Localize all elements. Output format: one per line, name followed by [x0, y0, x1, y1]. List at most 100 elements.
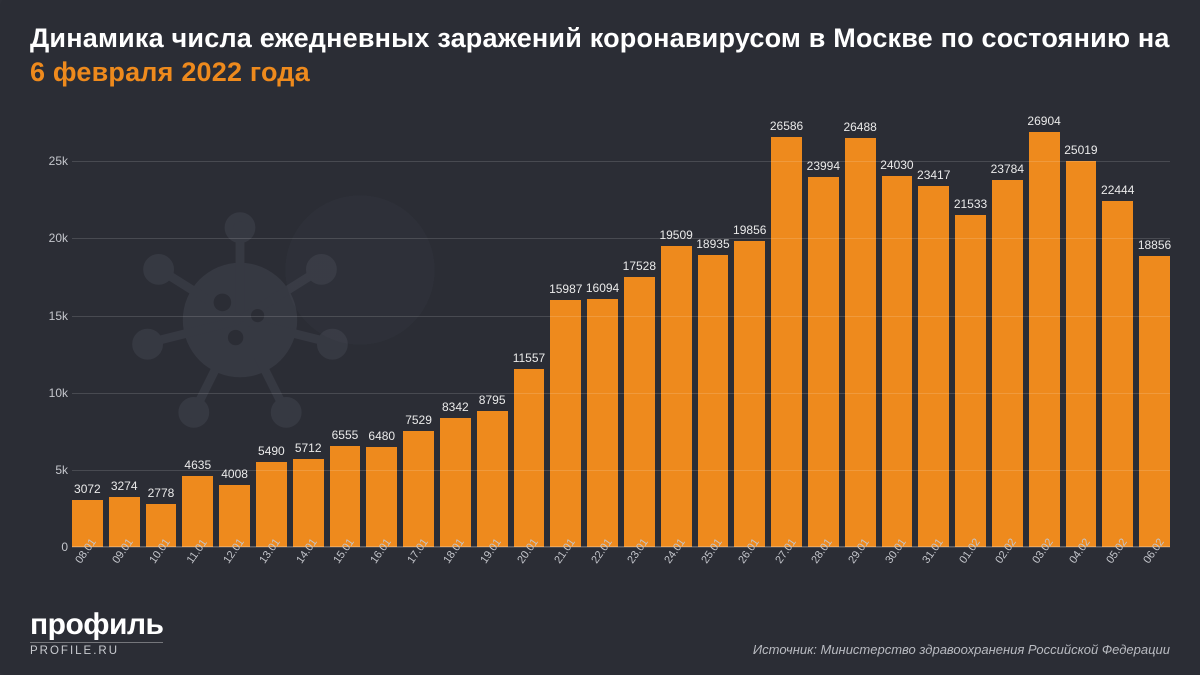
bar-value-label: 3072 [74, 482, 101, 496]
bar-value-label: 17528 [623, 259, 656, 273]
x-tick: 14.01 [293, 547, 324, 575]
bar-slot: 18935 [698, 115, 729, 547]
x-tick: 08.01 [72, 547, 103, 575]
bar-slot: 26586 [771, 115, 802, 547]
x-tick: 31.01 [918, 547, 949, 575]
bar-slot: 15987 [550, 115, 581, 547]
x-tick: 15.01 [330, 547, 361, 575]
grid-line [72, 161, 1170, 162]
bar-slot: 23994 [808, 115, 839, 547]
bar-value-label: 23784 [991, 162, 1024, 176]
x-tick: 09.01 [109, 547, 140, 575]
source-label: Источник: [753, 642, 821, 657]
bar: 8342 [440, 418, 471, 547]
bar-slot: 7529 [403, 115, 434, 547]
bar-slot: 6555 [330, 115, 361, 547]
bar: 26904 [1029, 132, 1060, 547]
bar: 17528 [624, 277, 655, 547]
x-tick: 11.01 [182, 547, 213, 575]
y-tick-label: 5k [30, 463, 68, 477]
bar-slot: 17528 [624, 115, 655, 547]
x-tick: 23.01 [624, 547, 655, 575]
y-tick-label: 15k [30, 309, 68, 323]
bar: 16094 [587, 299, 618, 547]
bar-slot: 3274 [109, 115, 140, 547]
bar-value-label: 21533 [954, 197, 987, 211]
bar-chart: 3072327427784635400854905712655564807529… [30, 115, 1170, 575]
y-tick-label: 25k [30, 154, 68, 168]
bar-value-label: 15987 [549, 282, 582, 296]
bar: 21533 [955, 215, 986, 547]
grid-line [72, 470, 1170, 471]
bar: 23417 [918, 186, 949, 547]
bar: 22444 [1102, 201, 1133, 547]
x-tick: 18.01 [440, 547, 471, 575]
bar-slot: 8795 [477, 115, 508, 547]
bar-value-label: 26904 [1027, 114, 1060, 128]
bar-slot: 6480 [366, 115, 397, 547]
grid-line [72, 393, 1170, 394]
chart-title: Динамика числа ежедневных заражений коро… [30, 22, 1170, 90]
bar: 25019 [1066, 161, 1097, 547]
bar-slot: 19509 [661, 115, 692, 547]
bar-value-label: 5712 [295, 441, 322, 455]
bar-slot: 4008 [219, 115, 250, 547]
x-tick: 24.01 [661, 547, 692, 575]
x-tick: 17.01 [403, 547, 434, 575]
source-text: Министерство здравоохранения Российской … [820, 642, 1170, 657]
bar: 8795 [477, 411, 508, 547]
bar-slot: 21533 [955, 115, 986, 547]
bar-value-label: 7529 [405, 413, 432, 427]
bar: 5490 [256, 462, 287, 547]
bar-value-label: 22444 [1101, 183, 1134, 197]
bar: 18856 [1139, 256, 1170, 547]
bar-slot: 24030 [882, 115, 913, 547]
x-tick: 04.02 [1066, 547, 1097, 575]
bar: 23994 [808, 177, 839, 547]
x-tick: 19.01 [477, 547, 508, 575]
bar-value-label: 8795 [479, 393, 506, 407]
bar-slot: 23784 [992, 115, 1023, 547]
x-tick: 05.02 [1102, 547, 1133, 575]
bar: 4635 [182, 476, 213, 548]
bar-slot: 5712 [293, 115, 324, 547]
bar: 23784 [992, 180, 1023, 547]
bar-slot: 4635 [182, 115, 213, 547]
title-prefix: Динамика числа ежедневных заражений коро… [30, 23, 1170, 53]
bar-value-label: 6480 [368, 429, 395, 443]
bar-slot: 18856 [1139, 115, 1170, 547]
bar: 26488 [845, 138, 876, 547]
bar: 11557 [514, 369, 545, 547]
bar-value-label: 26488 [843, 120, 876, 134]
bar-slot: 26488 [845, 115, 876, 547]
bar-slot: 19856 [734, 115, 765, 547]
bar-value-label: 26586 [770, 119, 803, 133]
x-tick: 21.01 [550, 547, 581, 575]
bar-value-label: 16094 [586, 281, 619, 295]
y-tick-label: 20k [30, 231, 68, 245]
grid-line [72, 316, 1170, 317]
bar: 6555 [330, 446, 361, 547]
bar-slot: 5490 [256, 115, 287, 547]
bar-value-label: 18856 [1138, 238, 1171, 252]
x-tick: 13.01 [256, 547, 287, 575]
bar: 24030 [882, 176, 913, 547]
bar: 15987 [550, 300, 581, 547]
bar-slot: 8342 [440, 115, 471, 547]
x-tick: 27.01 [771, 547, 802, 575]
bar-slot: 26904 [1029, 115, 1060, 547]
bar-slot: 3072 [72, 115, 103, 547]
x-tick: 22.01 [587, 547, 618, 575]
x-tick: 10.01 [146, 547, 177, 575]
bar-slot: 2778 [146, 115, 177, 547]
x-tick: 06.02 [1139, 547, 1170, 575]
bar-value-label: 5490 [258, 444, 285, 458]
x-tick: 03.02 [1029, 547, 1060, 575]
source-attribution: Источник: Министерство здравоохранения Р… [753, 642, 1170, 657]
bar-slot: 11557 [514, 115, 545, 547]
bar-slot: 16094 [587, 115, 618, 547]
bar-slot: 23417 [918, 115, 949, 547]
x-tick: 01.02 [955, 547, 986, 575]
x-tick: 12.01 [219, 547, 250, 575]
bar-value-label: 25019 [1064, 143, 1097, 157]
